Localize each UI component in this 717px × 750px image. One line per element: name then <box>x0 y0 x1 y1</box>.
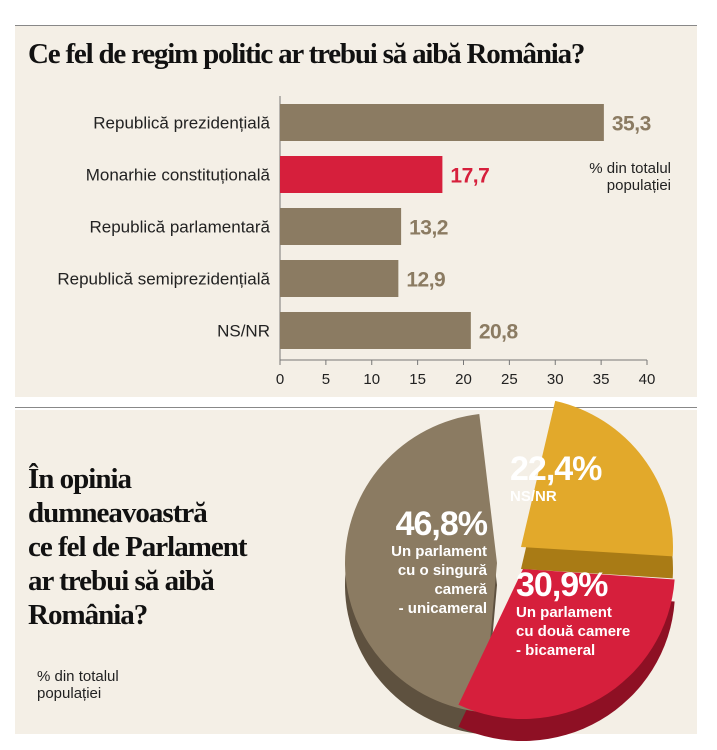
pie-title-line: dumneavoastră <box>28 497 208 529</box>
category-label: Republică parlamentară <box>90 218 271 237</box>
pie-slice-label: - bicameral <box>516 642 595 659</box>
bar-value-label: 13,2 <box>409 217 448 240</box>
category-label: Monarhie constituțională <box>86 166 271 185</box>
x-tick-label: 10 <box>363 371 380 388</box>
x-tick-label: 0 <box>276 371 284 388</box>
top-divider <box>15 25 697 26</box>
pie-slice <box>345 414 497 713</box>
x-tick-label: 30 <box>547 371 564 388</box>
pie-chart-title: În opinia dumneavoastră ce fel de Parlam… <box>28 462 248 632</box>
x-tick-label: 15 <box>409 371 426 388</box>
x-tick-label: 25 <box>501 371 518 388</box>
pie-title-line: În opinia <box>28 463 132 495</box>
x-tick-label: 35 <box>593 371 610 388</box>
pie-slice <box>458 569 675 719</box>
bar-chart-unit-note-line1: % din totalul <box>589 160 671 177</box>
bar-chart: 0 5 10 15 20 25 30 35 40 Republică prezidențială 3… <box>57 96 656 388</box>
bar-value-label: 12,9 <box>406 269 445 292</box>
pie-chart-unit-note: % din totalul populației <box>37 668 119 702</box>
x-tick-label: 40 <box>639 371 656 388</box>
pie-slice-label: - unicameral <box>399 600 487 617</box>
bar-chart-title: Ce fel de regim politic ar trebui să aib… <box>28 38 585 70</box>
bar-chart-unit-note: % din totalul populației <box>579 160 671 194</box>
bar <box>280 208 402 245</box>
pie-slice <box>521 400 673 557</box>
pie-slice-label: cu o singură <box>398 562 488 579</box>
bar <box>280 312 471 349</box>
category-label: Republică semiprezidențială <box>57 270 270 289</box>
pie-title-line: ar trebui să aibă <box>28 565 215 597</box>
x-tick-label: 5 <box>322 371 330 388</box>
pie-chart-unit-note-line1: % din totalul <box>37 668 119 685</box>
pie-slice-label: Un parlament <box>516 604 612 621</box>
bar <box>280 104 604 141</box>
category-label: Republică prezidențială <box>93 114 270 133</box>
pie-percent-label: 30,9% <box>516 566 608 604</box>
pie-slice-label: cu două camere <box>516 623 630 640</box>
pie-chart-unit-note-line2: populației <box>37 685 102 702</box>
x-tick-label: 20 <box>455 371 472 388</box>
pie-title-line: România? <box>28 599 148 631</box>
pie-slice-label: cameră <box>434 581 487 598</box>
bar-value-label: 20,8 <box>479 321 519 344</box>
pie-percent-label: 46,8% <box>396 505 488 543</box>
category-label: NS/NR <box>217 322 270 341</box>
bar-value-label: 17,7 <box>450 165 489 188</box>
pie-title-line: ce fel de Parlament <box>28 531 248 563</box>
bar <box>280 260 399 297</box>
middle-divider <box>15 407 697 408</box>
pie-slice-label: Un parlament <box>391 543 487 560</box>
bar-chart-unit-note-line2: populației <box>606 177 671 194</box>
bar <box>280 156 443 193</box>
pie-slice-label: NS/NR <box>510 488 557 505</box>
pie-percent-label: 22,4% <box>510 450 602 488</box>
bar-value-label: 35,3 <box>612 113 651 136</box>
